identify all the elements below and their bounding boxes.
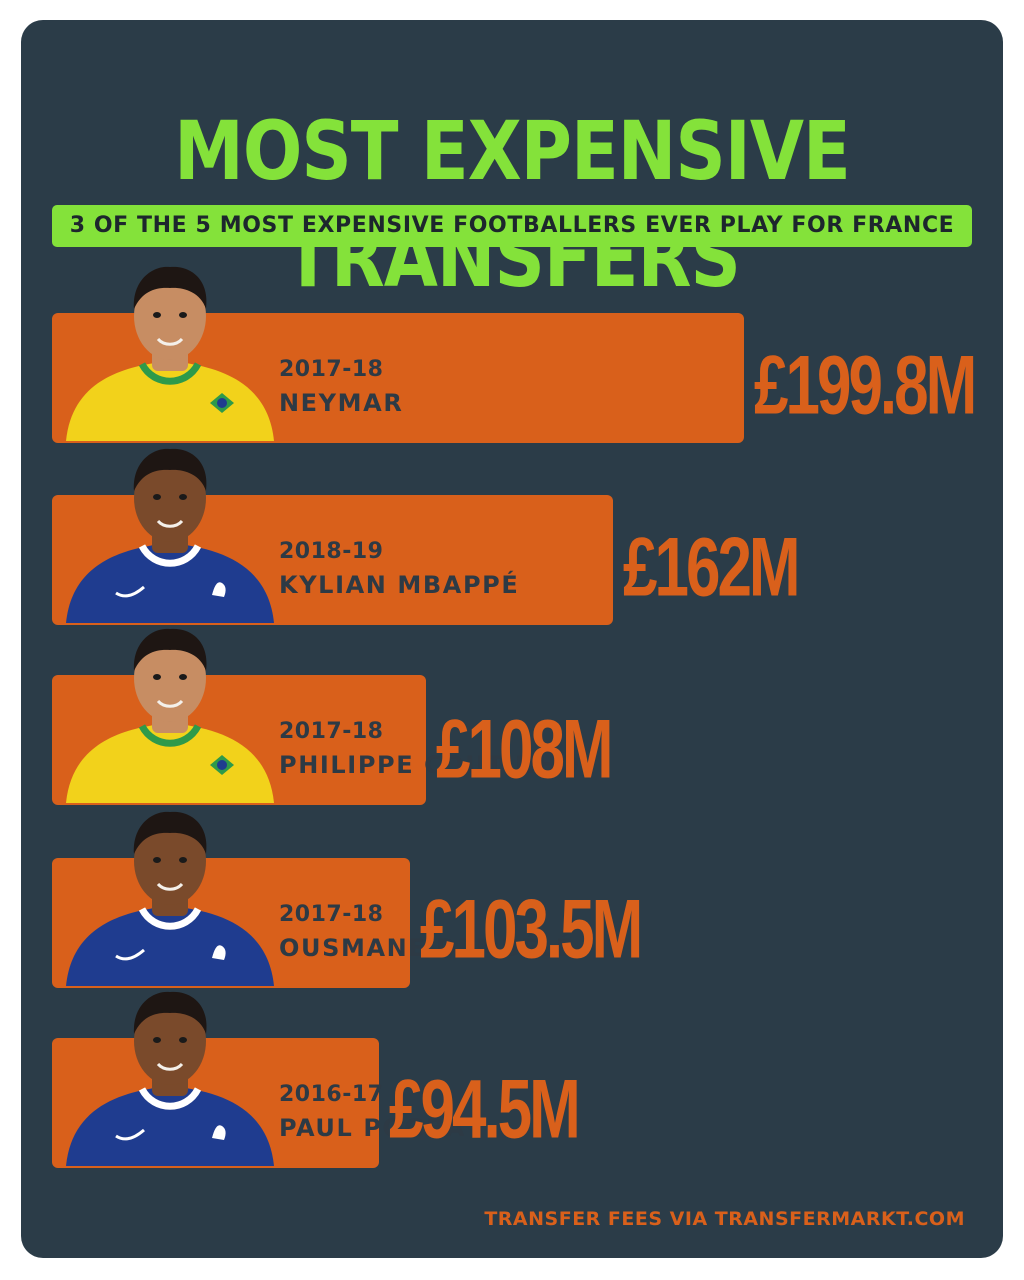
bar-season-label: 2016-17 — [279, 1082, 384, 1107]
bar-row: 2018-19 KYLIAN MBAPPÉ £162M — [21, 20, 1003, 625]
bar-value-label: £103.5M — [420, 883, 643, 977]
player-photo — [62, 806, 278, 986]
bar-value-label: £199.8M — [754, 339, 977, 433]
player-photo — [62, 986, 278, 1166]
bar-value-label: £162M — [623, 521, 801, 615]
player-photo — [62, 261, 278, 441]
player-photo-1 — [66, 266, 274, 441]
bar-chart: 2017-18 NEYMAR £199.8M 2018-19 KYLIAN MBAPPÉ… — [21, 20, 1003, 1258]
bar-player-label: NEYMAR — [279, 389, 404, 417]
player-photo — [62, 623, 278, 803]
player-photo — [62, 443, 278, 623]
bar-player-label: OUSMANE DEMBÉLÉ — [279, 934, 575, 962]
bar-player-label: PHILIPPE COUTINHO — [279, 751, 581, 779]
player-photo-2 — [66, 448, 274, 623]
player-photo-5 — [66, 991, 274, 1166]
bar-row: 2016-17 PAUL POGBA £94.5M — [21, 20, 1003, 1168]
bar-season-label: 2017-18 — [279, 357, 384, 382]
player-photo-4 — [66, 811, 274, 986]
infographic-card: MOST EXPENSIVE TRANSFERS 3 OF THE 5 MOST… — [21, 20, 1003, 1258]
bar-player-label: KYLIAN MBAPPÉ — [279, 571, 520, 599]
bar-value-label: £94.5M — [389, 1063, 581, 1157]
bar-season-label: 2018-19 — [279, 539, 384, 564]
bar-row: 2017-18 PHILIPPE COUTINHO £108M — [21, 20, 1003, 805]
bar-row: 2017-18 OUSMANE DEMBÉLÉ £103.5M — [21, 20, 1003, 988]
player-photo-3 — [66, 628, 274, 803]
chart-subtitle: 3 OF THE 5 MOST EXPENSIVE FOOTBALLERS EV… — [52, 205, 972, 247]
bar-value-label: £108M — [436, 703, 614, 797]
source-footnote: TRANSFER FEES VIA TRANSFERMARKT.COM — [484, 1208, 965, 1230]
bar-row: 2017-18 NEYMAR £199.8M — [21, 20, 1003, 443]
bar-season-label: 2017-18 — [279, 719, 384, 744]
bar-player-label: PAUL POGBA — [279, 1114, 466, 1142]
bar-season-label: 2017-18 — [279, 902, 384, 927]
